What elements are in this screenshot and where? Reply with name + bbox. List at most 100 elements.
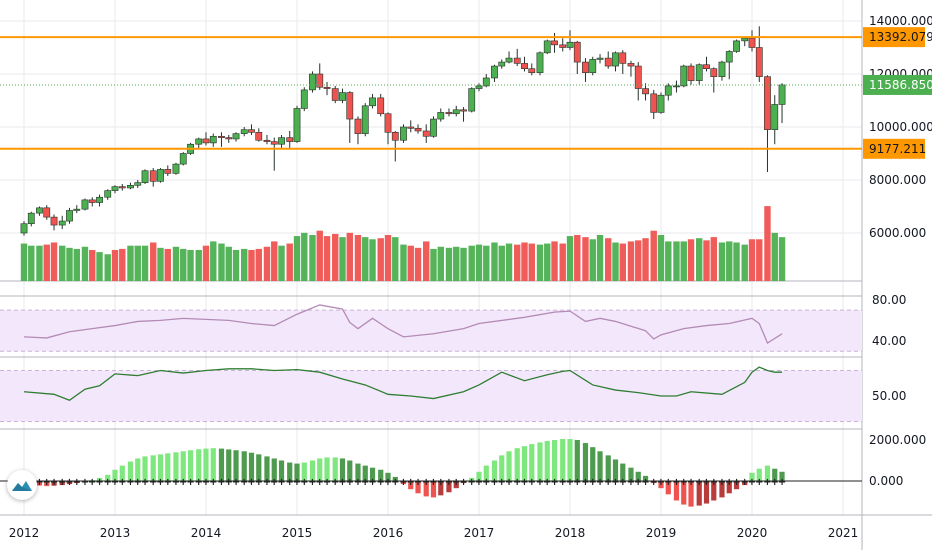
candle-body <box>582 61 589 73</box>
histogram-signal-mark: + <box>445 477 453 488</box>
histogram-bar <box>483 465 489 481</box>
candle <box>589 56 597 76</box>
volume-bar <box>430 248 437 281</box>
histogram-signal-mark: + <box>771 477 779 488</box>
histogram-signal-mark: + <box>710 477 718 488</box>
candle-body <box>468 88 476 112</box>
candle-body <box>778 84 786 105</box>
candle-body <box>354 118 362 134</box>
level-price-tag <box>863 138 925 159</box>
candle <box>566 30 574 51</box>
candle-body <box>27 212 35 225</box>
volume-bar <box>36 245 43 281</box>
histogram-bar <box>423 481 429 497</box>
candle <box>634 62 642 101</box>
candle <box>498 59 506 69</box>
candle <box>491 64 498 82</box>
candle <box>384 112 392 145</box>
histogram-signal-mark: + <box>73 477 81 488</box>
volume-bar <box>354 234 362 281</box>
histogram-bar <box>408 481 414 490</box>
histogram-bar <box>772 468 778 481</box>
histogram-signal-mark: + <box>468 477 476 488</box>
volume-bar <box>703 240 710 281</box>
histogram-bar <box>560 438 566 481</box>
volume-bar <box>286 243 293 281</box>
histogram-bar <box>248 452 255 481</box>
histogram-signal-mark: + <box>286 477 294 488</box>
histogram-signal-mark: + <box>293 477 301 488</box>
candle <box>710 67 718 93</box>
candle <box>149 168 157 187</box>
histogram-signal-mark: + <box>81 477 89 488</box>
histogram-signal-mark: + <box>195 477 203 488</box>
volume-bar <box>362 237 369 281</box>
histogram-signal-mark: + <box>346 477 354 488</box>
volume-bar <box>650 230 657 281</box>
candle <box>331 85 339 104</box>
rsi-band <box>0 310 862 352</box>
candle <box>559 38 567 52</box>
volume-bar <box>263 246 271 281</box>
histogram-signal-mark: + <box>634 477 642 488</box>
candle <box>778 83 786 124</box>
candle <box>718 60 726 81</box>
candle <box>452 105 460 117</box>
candle <box>346 91 354 143</box>
candle-body <box>111 186 119 191</box>
histogram-bar <box>339 458 346 481</box>
volume-bar <box>339 237 346 281</box>
candle <box>513 48 521 67</box>
candle <box>642 83 649 101</box>
histogram-bar <box>642 475 649 481</box>
histogram-bar <box>301 462 307 481</box>
histogram-bar <box>590 447 596 481</box>
candle <box>96 194 103 207</box>
candle-body <box>498 61 506 67</box>
candle-body <box>286 137 294 142</box>
candle-body <box>505 57 513 63</box>
candle <box>27 211 35 227</box>
last-price-tag <box>863 74 932 95</box>
volume-bar <box>119 248 126 281</box>
price-axis-label: 10000.000 <box>869 120 932 134</box>
histogram-bar <box>66 481 73 485</box>
histogram-signal-mark: + <box>270 477 278 488</box>
candle <box>536 51 544 76</box>
volume-bar <box>89 249 96 281</box>
candle <box>695 63 703 85</box>
volume-bar <box>232 249 240 281</box>
candle-body <box>718 61 726 77</box>
candle-body <box>391 132 399 141</box>
time-axis-label: 2013 <box>100 526 131 540</box>
candle <box>36 206 43 216</box>
histogram-signal-mark: + <box>475 477 483 488</box>
candle-body <box>157 169 164 182</box>
volume-bar <box>172 246 180 281</box>
histogram-bar <box>673 481 680 501</box>
histogram-signal-mark: + <box>141 477 149 488</box>
volume-bar <box>309 234 316 281</box>
candle <box>134 180 142 188</box>
volume-bar <box>589 239 596 281</box>
histogram-signal-mark: + <box>641 477 649 488</box>
histogram-signal-mark: + <box>604 477 612 488</box>
candle-body <box>521 63 528 70</box>
candle <box>58 215 66 230</box>
histogram-signal-mark: + <box>536 477 544 488</box>
histogram-bar <box>499 455 505 481</box>
histogram-bar <box>628 467 634 481</box>
candle-body <box>309 73 316 91</box>
candle-body <box>172 163 180 174</box>
candle-body <box>482 77 490 87</box>
histogram-signal-mark: + <box>407 477 415 488</box>
histogram-bar <box>180 451 186 481</box>
candle <box>164 165 172 177</box>
candle-body <box>164 169 172 174</box>
candle-body <box>551 40 558 46</box>
candle <box>300 87 308 112</box>
histogram-axis-label: 0.000 <box>869 474 903 488</box>
histogram-signal-mark: + <box>217 477 225 488</box>
candle-body <box>141 170 149 183</box>
volume-bar <box>764 206 771 281</box>
